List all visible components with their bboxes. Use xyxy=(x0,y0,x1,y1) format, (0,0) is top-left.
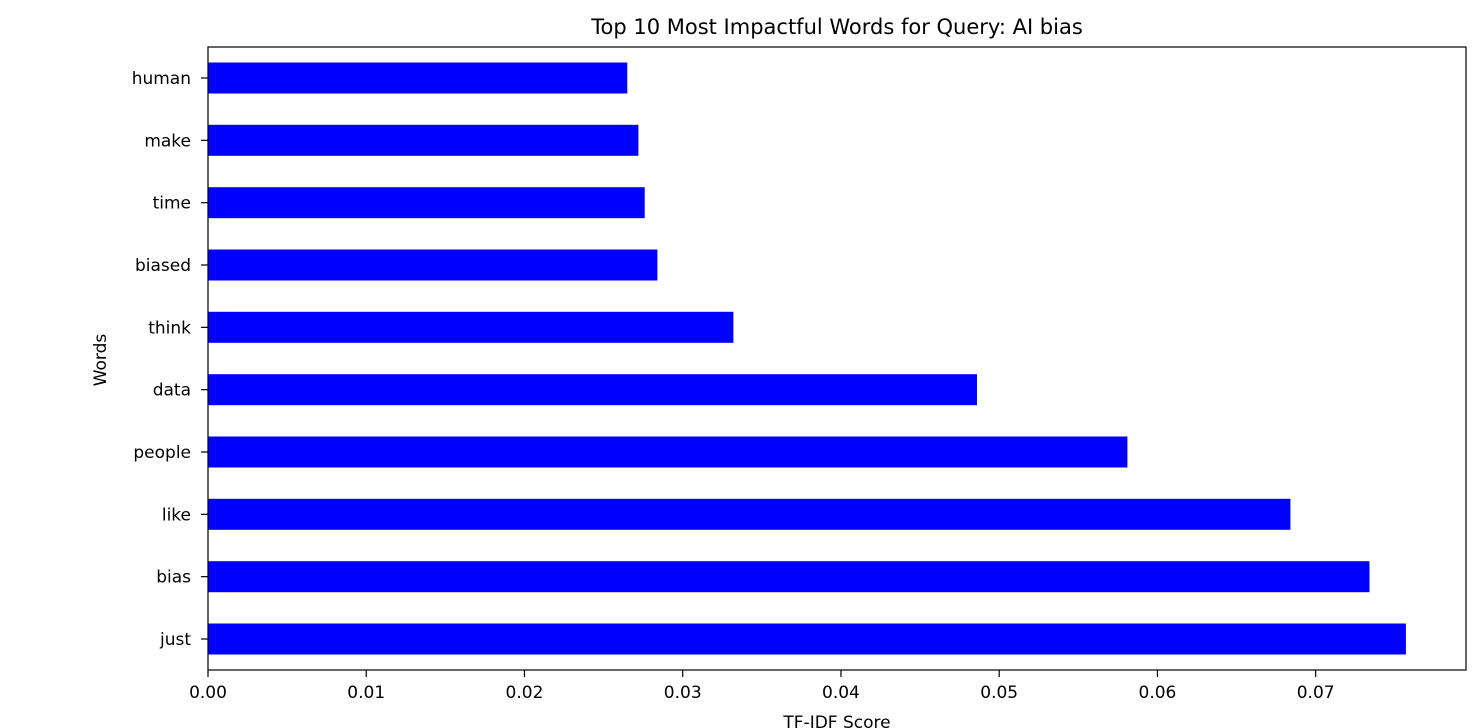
y-tick-label: just xyxy=(159,630,191,650)
bar-just xyxy=(208,623,1406,655)
y-tick-label: biased xyxy=(135,256,191,276)
x-axis-label: TF-IDF Score xyxy=(782,713,890,728)
x-tick-label: 0.04 xyxy=(822,683,860,703)
y-tick-label: think xyxy=(148,318,191,338)
bar-human xyxy=(208,62,628,94)
bar-biased xyxy=(208,249,658,281)
y-tick-label: bias xyxy=(156,568,191,588)
bar-people xyxy=(208,436,1128,468)
bar-data xyxy=(208,374,977,406)
bar-bias xyxy=(208,561,1370,593)
y-tick-label: like xyxy=(162,505,191,525)
x-tick-label: 0.00 xyxy=(189,683,227,703)
x-tick-label: 0.02 xyxy=(506,683,544,703)
y-tick-label: time xyxy=(153,194,191,214)
x-tick-label: 0.07 xyxy=(1297,683,1335,703)
bar-time xyxy=(208,187,645,219)
x-tick-label: 0.01 xyxy=(347,683,385,703)
bar-think xyxy=(208,311,734,343)
bar-make xyxy=(208,124,639,156)
y-tick-label: data xyxy=(153,381,191,401)
y-tick-label: make xyxy=(144,131,191,151)
plot-frame xyxy=(207,46,1467,671)
bars-layer xyxy=(208,62,1406,655)
x-axis: 0.00 0.01 0.02 0.03 0.04 0.05 0.06 0.07 xyxy=(189,670,1335,703)
x-tick-label: 0.05 xyxy=(980,683,1018,703)
y-axis: just bias like people data think biased time mak… xyxy=(132,69,208,650)
x-tick-label: 0.06 xyxy=(1139,683,1177,703)
y-axis-label: Words xyxy=(91,334,111,387)
y-tick-label: people xyxy=(133,443,191,463)
bar-like xyxy=(208,498,1291,530)
chart-title: Top 10 Most Impactful Words for Query: A… xyxy=(590,15,1083,39)
x-tick-label: 0.03 xyxy=(664,683,702,703)
y-tick-label: human xyxy=(132,69,191,89)
